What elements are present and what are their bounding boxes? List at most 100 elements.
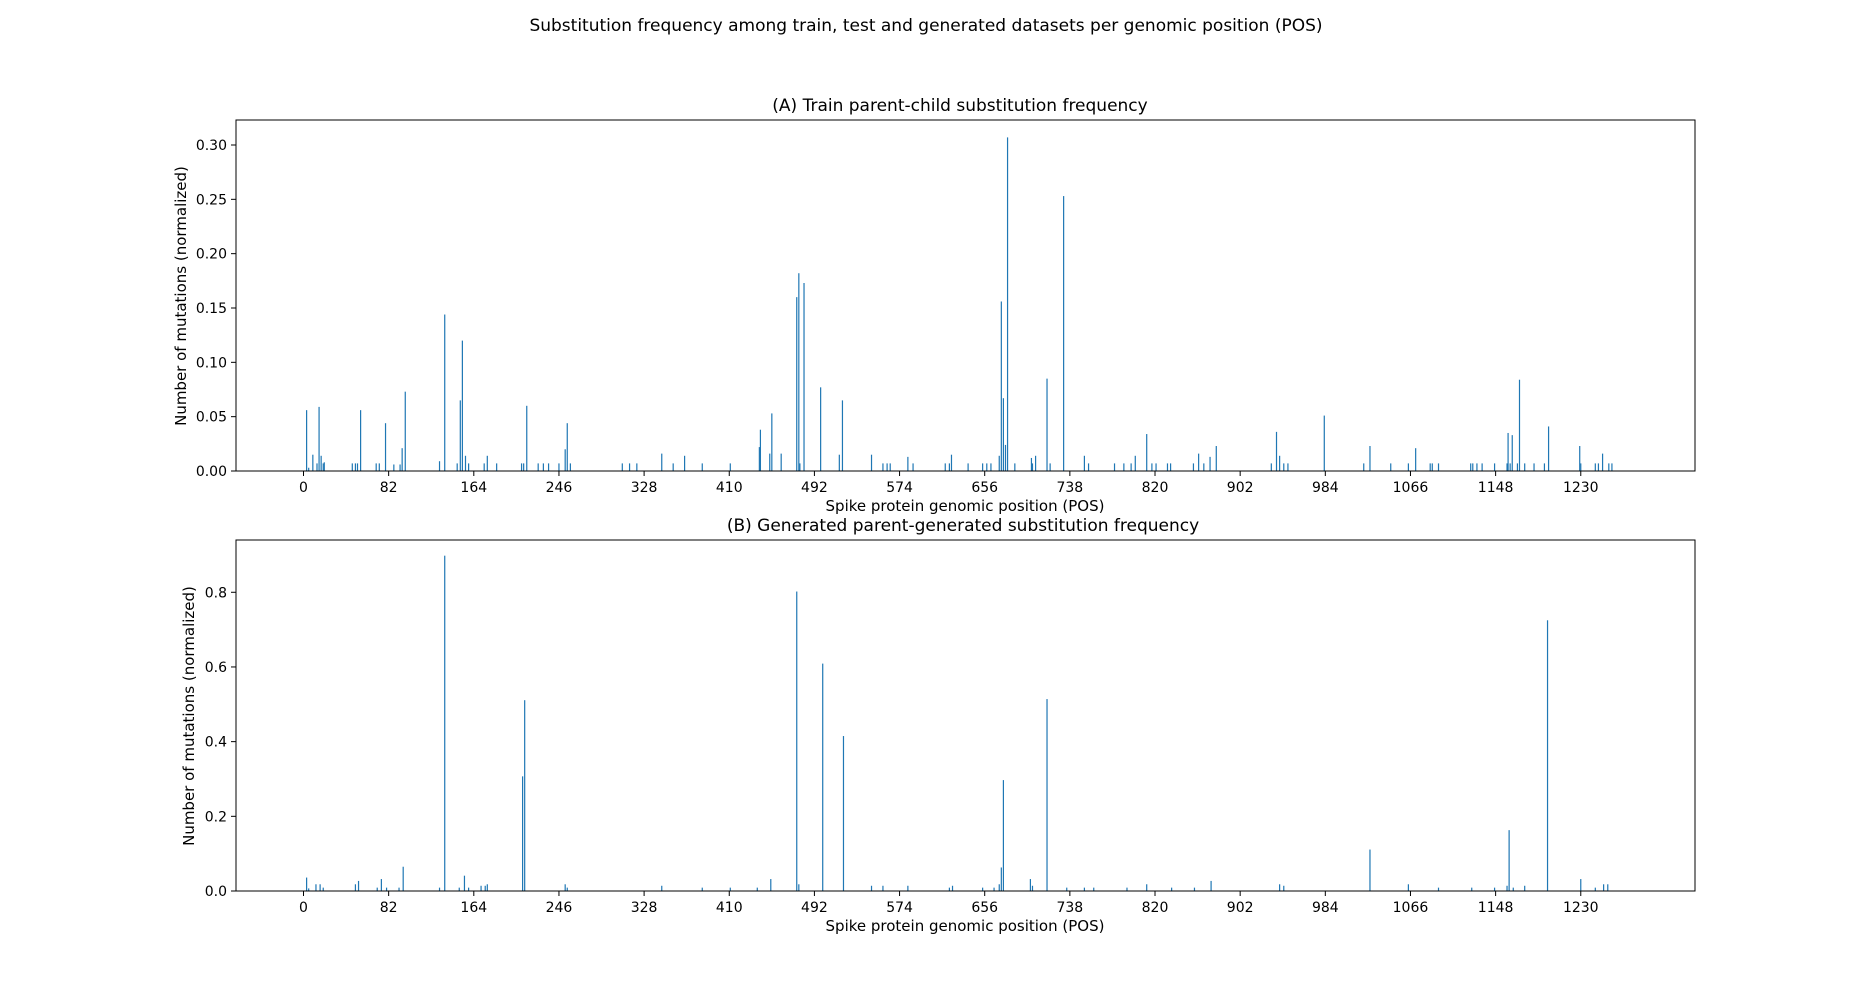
x-tick-label: 82 [380,900,398,916]
bar [393,464,395,471]
bar [1083,887,1085,891]
x-tick-label: 82 [380,480,398,496]
bar [1002,398,1004,471]
bar [1279,884,1281,891]
bar [1390,463,1392,471]
bar [982,887,984,891]
bar [1203,463,1205,471]
bar [1134,455,1136,471]
bar [1594,887,1596,891]
bar [438,887,441,891]
bar [1509,463,1511,471]
bar [319,884,321,891]
x-tick-label: 1148 [1478,480,1514,496]
bar [1146,434,1148,471]
bar [522,776,524,891]
bar [1014,463,1016,471]
bar [684,455,686,471]
figure-suptitle: Substitution frequency among train, test… [529,16,1322,36]
x-tick-label: 410 [716,900,743,916]
bar [907,456,909,471]
bar [701,887,703,891]
bar [1031,463,1034,471]
bar [951,885,954,891]
bar [1415,448,1417,471]
bar [320,455,322,471]
bar [796,297,798,471]
bar [456,463,458,471]
bar [1151,463,1153,471]
bar [882,463,884,471]
bar [912,463,914,471]
bar [1471,887,1473,891]
x-tick-label: 1066 [1393,480,1429,496]
bar [621,463,623,471]
panel-a-x-axis: 0 82 164 246 328 410 492 574 656 738 820 902 984 1066… [299,471,1599,496]
bar [870,454,873,471]
x-tick-label: 328 [631,900,658,916]
x-tick-label: 0 [299,900,308,916]
bar [1046,378,1048,471]
bar [870,885,873,891]
bar [1006,137,1009,471]
x-tick-label: 1148 [1478,900,1514,916]
bar [1063,196,1065,471]
bar [360,410,362,471]
y-tick-label: 0.6 [205,660,227,676]
bar [569,463,571,471]
bar [1004,444,1007,471]
bar [729,887,731,891]
bar [771,413,773,471]
bar [375,463,377,471]
bar [308,467,310,471]
bar [1193,887,1196,891]
panel-a-y-axis: 0.00 0.05 0.10 0.15 0.20 0.25 0.30 [196,138,236,480]
bar [461,340,463,471]
panel-a-ylabel: Number of mutations (normalized) [172,166,190,426]
x-tick-label: 1230 [1563,900,1599,916]
bar [542,463,544,471]
y-tick-label: 0.8 [205,585,227,601]
y-tick-label: 0.4 [205,735,227,751]
bar [798,273,800,471]
bar [316,463,318,471]
bar [1270,463,1272,471]
bar [384,423,387,471]
bar [1002,780,1004,891]
bar [520,463,523,471]
bar [380,879,382,891]
bar [1518,379,1521,471]
bar [1580,879,1582,891]
x-tick-label: 574 [886,900,913,916]
bar [729,463,731,471]
bar [803,283,805,471]
bar [1533,463,1535,471]
x-tick-label: 656 [971,900,998,916]
bar [399,464,401,471]
bar [636,463,638,471]
bar [1493,463,1496,471]
bar [948,887,950,891]
bar [1493,887,1496,891]
bar [798,884,800,891]
bar [1113,463,1116,471]
bar [1407,884,1409,891]
bar [1437,463,1440,471]
bar [444,555,446,891]
bar [1049,463,1051,471]
bar [1130,463,1132,471]
bar [402,866,404,891]
bar [463,875,466,891]
bar [315,884,317,891]
bar [1369,446,1371,471]
panel-a-frame [235,119,1696,472]
bar [1029,879,1031,891]
bar [1066,887,1068,891]
bar [907,885,909,891]
bar [566,887,568,891]
x-tick-label: 820 [1142,480,1169,496]
bar [889,463,891,471]
y-tick-label: 0.20 [196,247,227,263]
x-tick-label: 410 [716,480,743,496]
